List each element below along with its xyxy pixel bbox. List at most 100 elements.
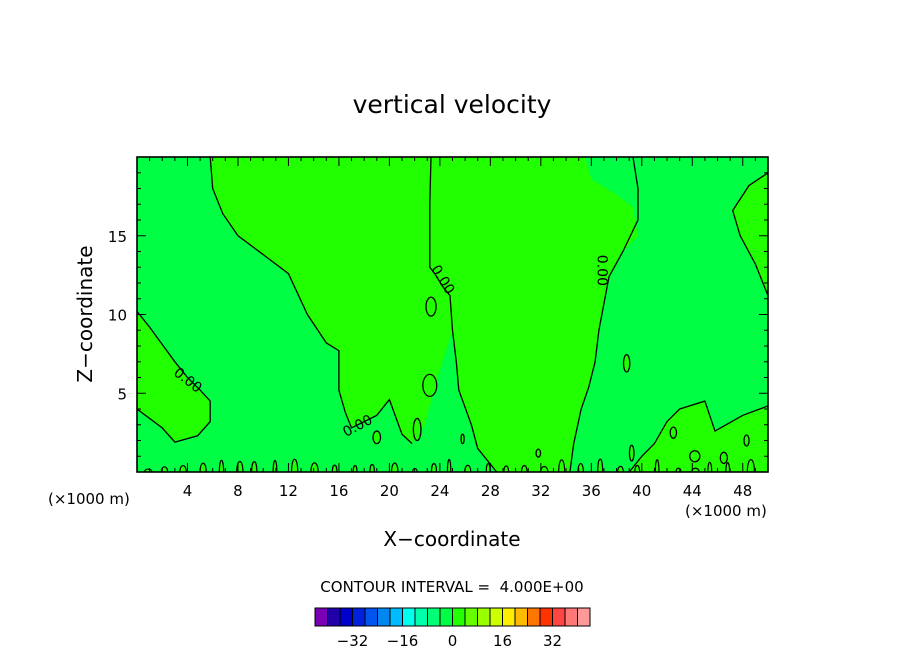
surface-contour xyxy=(485,462,491,473)
contour-loop-8 xyxy=(628,444,635,462)
colorbar-swatch xyxy=(539,607,553,627)
surface-contour xyxy=(179,464,187,473)
colorbar-tick-label: −16 xyxy=(387,632,419,650)
contour-line-5 xyxy=(628,400,769,473)
colorbar-tick-label: −32 xyxy=(337,632,369,650)
colorbar-swatch xyxy=(414,607,428,627)
colorbar-swatch xyxy=(364,607,378,627)
colorbar-swatch xyxy=(427,607,441,627)
x-tick-label: 8 xyxy=(233,482,243,500)
y-tick-label: 10 xyxy=(108,307,127,325)
colorbar-swatch xyxy=(577,607,591,627)
x-tick-label: 4 xyxy=(183,482,193,500)
x-tick-label: 44 xyxy=(683,482,702,500)
surface-contour xyxy=(654,459,660,473)
contour-loop-10 xyxy=(535,448,542,458)
y-tick-label: 5 xyxy=(117,385,127,403)
surface-contour xyxy=(446,458,452,473)
y-axis-label: Z−coordinate xyxy=(73,245,97,382)
colorbar-swatch xyxy=(452,607,466,627)
contour-interval-label: CONTOUR INTERVAL = 4.000E+00 xyxy=(320,578,583,596)
contour-loop-1 xyxy=(422,373,438,398)
surface-contour xyxy=(369,463,375,473)
surface-contour xyxy=(634,464,641,473)
x-axis-label: X−coordinate xyxy=(383,527,520,551)
colorbar-swatch xyxy=(389,607,403,627)
surface-contour xyxy=(520,464,528,473)
surface-contour xyxy=(464,464,472,473)
chart-title: vertical velocity xyxy=(353,90,552,119)
x-tick-label: 20 xyxy=(380,482,399,500)
surface-contour xyxy=(725,462,731,473)
colorbar-swatch xyxy=(489,607,503,627)
surface-contour xyxy=(199,462,207,473)
surface-contour xyxy=(746,459,756,473)
colorbar-swatch xyxy=(564,607,578,627)
colorbar-tick-label: 16 xyxy=(493,632,512,650)
x-tick-label: 32 xyxy=(531,482,550,500)
region-positive-4 xyxy=(629,401,768,472)
x-tick-label: 16 xyxy=(329,482,348,500)
colorbar-swatch xyxy=(552,607,566,627)
colorbar-swatch xyxy=(339,607,353,627)
contour-loop-11 xyxy=(719,451,729,464)
surface-contour xyxy=(617,465,624,473)
contour-loop-9 xyxy=(669,426,678,439)
surface-contour xyxy=(251,461,258,473)
surface-contour xyxy=(310,462,319,473)
contour-loop-2 xyxy=(622,354,631,373)
region-positive-3 xyxy=(732,172,768,296)
surface-contour xyxy=(503,465,510,473)
x-tick-label: 48 xyxy=(733,482,752,500)
region-positive-1 xyxy=(210,157,468,444)
contour-line-0 xyxy=(136,310,211,443)
colorbar-swatch xyxy=(514,607,528,627)
surface-contour xyxy=(290,458,299,473)
x-tick-label: 36 xyxy=(582,482,601,500)
colorbar-tick-label: 32 xyxy=(543,632,562,650)
surface-contour xyxy=(160,466,169,473)
surface-contour xyxy=(430,463,438,473)
colorbar-swatch xyxy=(439,607,453,627)
colorbar: −32 −16 0 16 32 xyxy=(314,607,591,650)
x-tick-label: 40 xyxy=(632,482,651,500)
surface-contour xyxy=(558,459,566,473)
surface-contour xyxy=(597,458,604,473)
colorbar-swatch xyxy=(352,607,366,627)
x-unit-label-right: (×1000 m) xyxy=(685,502,767,520)
colorbar-swatch xyxy=(477,607,491,627)
contour-line-4 xyxy=(731,172,769,296)
surface-contour xyxy=(707,461,713,473)
contour-loop-4 xyxy=(412,417,422,442)
colorbar-swatch xyxy=(377,607,391,627)
colorbar-swatch xyxy=(502,607,516,627)
region-positive-2 xyxy=(452,157,638,472)
surface-contour xyxy=(331,464,338,473)
contour-line-3 xyxy=(569,156,639,473)
x-tick-label: 12 xyxy=(279,482,298,500)
contour-loop-6 xyxy=(689,450,701,463)
colorbar-swatch xyxy=(527,607,541,627)
surface-contour xyxy=(577,462,584,473)
surface-contour xyxy=(352,464,358,473)
x-unit-label-left: (×1000 m) xyxy=(48,490,130,508)
contour-loop-0 xyxy=(425,296,437,317)
colorbar-swatch xyxy=(327,607,341,627)
y-tick-label: 15 xyxy=(108,228,127,246)
colorbar-swatch xyxy=(464,607,478,627)
contour-label: 0.00 xyxy=(593,255,609,286)
contour-loop-3 xyxy=(372,430,382,445)
contour-loop-5 xyxy=(460,433,465,445)
x-tick-label: 24 xyxy=(430,482,449,500)
colorbar-swatch xyxy=(402,607,416,627)
surface-contour xyxy=(218,459,225,473)
contour-line-2 xyxy=(429,156,498,473)
colorbar-swatch xyxy=(314,607,328,627)
region-positive-0 xyxy=(137,311,211,443)
surface-contour xyxy=(390,462,399,473)
x-tick-label: 28 xyxy=(481,482,500,500)
plot-area: 0.000.00 0.000.004 8 12 16 20 24 28 32 36 40 44 4851… xyxy=(108,156,769,500)
contour-line-1 xyxy=(209,156,413,445)
surface-contour xyxy=(540,465,549,473)
